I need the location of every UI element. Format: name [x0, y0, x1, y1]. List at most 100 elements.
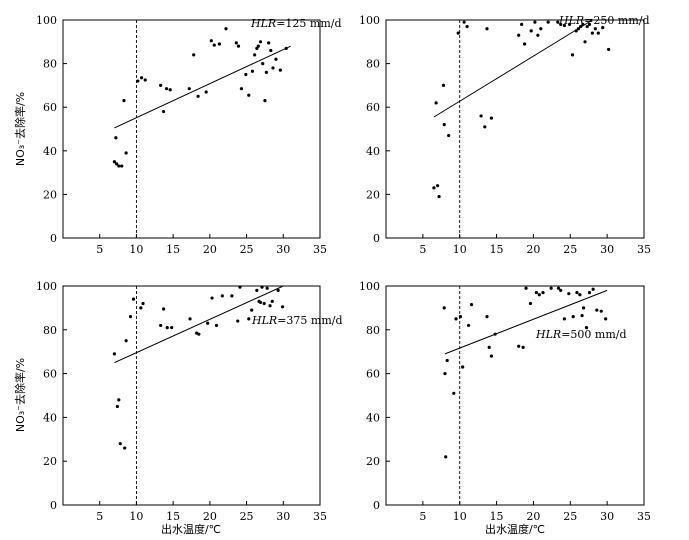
y-axis-title: NO₃⁻去除率/% [13, 358, 27, 432]
data-point [274, 57, 278, 61]
data-point [517, 344, 521, 348]
data-point [159, 83, 163, 87]
data-point [236, 319, 240, 323]
data-point [114, 136, 118, 140]
data-point [454, 317, 458, 321]
x-tick-label: 15 [166, 510, 180, 523]
data-point [567, 292, 571, 296]
x-tick-label: 10 [129, 510, 143, 523]
data-point [581, 22, 585, 26]
data-point [520, 22, 524, 26]
data-point [256, 44, 260, 48]
x-axis-title: 出水温度/℃ [485, 522, 545, 536]
data-point [537, 293, 541, 297]
data-point [206, 321, 210, 325]
data-point [539, 27, 543, 31]
y-tick-label: 80 [43, 324, 57, 337]
data-point [239, 87, 244, 91]
data-point [447, 133, 451, 138]
y-tick-label: 60 [43, 101, 57, 114]
x-tick-label: 15 [490, 243, 504, 256]
data-point [461, 365, 465, 369]
data-point [442, 306, 446, 310]
data-point [139, 306, 143, 310]
hlr-value: =500 mm/d [561, 328, 626, 341]
data-point [117, 164, 121, 168]
data-point [168, 88, 172, 92]
data-point [161, 109, 166, 114]
plot-frame [385, 285, 645, 506]
data-point [549, 286, 553, 290]
data-point [442, 123, 446, 127]
data-point [262, 301, 266, 306]
x-tick-label: 20 [203, 510, 217, 523]
data-point [247, 93, 251, 97]
y-tick-label: 40 [43, 145, 57, 158]
x-tick-label: 25 [563, 243, 577, 256]
data-point [284, 46, 288, 50]
data-point [269, 48, 273, 53]
y-tick-label: 100 [36, 280, 57, 293]
data-point [465, 24, 469, 29]
y-tick-label: 20 [366, 188, 380, 201]
hlr-annotation: HLR=375 mm/d [251, 314, 343, 327]
data-point [161, 307, 166, 311]
plot-frame [385, 19, 645, 239]
data-point [436, 184, 440, 188]
data-point [187, 87, 191, 91]
data-point [267, 41, 271, 45]
x-tick-label: 5 [96, 510, 103, 523]
chart-panel-2: 5 10 15 20 25 30 35 0 20 40 60 80 100 HLR=250 mm/d [359, 14, 651, 256]
data-point [529, 29, 533, 33]
data-point [258, 40, 263, 44]
x-axis-title: 出水温度/℃ [161, 522, 221, 536]
data-point [238, 285, 242, 289]
y-tick-label: 40 [366, 145, 380, 158]
data-point [124, 339, 128, 343]
data-point [271, 66, 275, 70]
data-point [196, 94, 200, 98]
x-tick-label: 30 [276, 243, 290, 256]
y-axis-title: NO₃⁻去除率/% [13, 92, 27, 166]
data-point [533, 20, 537, 24]
data-point [265, 286, 269, 290]
data-point [452, 391, 456, 395]
data-point [493, 332, 497, 336]
data-point [559, 288, 563, 292]
data-point [164, 87, 169, 91]
data-point [143, 78, 147, 82]
x-tick-label: 10 [453, 510, 467, 523]
data-point [596, 31, 600, 35]
data-point [487, 345, 491, 349]
data-point [136, 79, 140, 83]
x-tick-label: 15 [490, 510, 504, 523]
data-point [255, 288, 259, 292]
x-tick-label: 25 [240, 510, 254, 523]
data-point [583, 40, 587, 44]
data-point [122, 99, 126, 103]
data-point [590, 31, 595, 35]
y-tick-label: 80 [366, 58, 380, 71]
x-tick-label: 5 [96, 243, 103, 256]
data-point [263, 99, 267, 103]
data-point [458, 315, 463, 319]
data-point [278, 68, 282, 72]
data-point [591, 287, 595, 291]
trend-line [444, 289, 608, 355]
x-tick-label: 15 [166, 243, 180, 256]
data-point [247, 317, 251, 321]
data-point [236, 44, 241, 48]
hlr-label: HLR [251, 314, 277, 327]
data-point [584, 326, 589, 330]
data-point [574, 29, 578, 33]
data-point [258, 300, 263, 305]
data-point [441, 83, 446, 87]
data-point [141, 301, 145, 306]
chart-panel-3: 5 10 15 20 25 30 35 0 20 40 60 80 100 HLR=375 mm/d [36, 280, 343, 523]
x-tick-label: 35 [313, 510, 327, 523]
y-tick-label: 100 [359, 14, 380, 27]
y-tick-label: 100 [359, 280, 380, 293]
data-point [536, 33, 540, 37]
y-tick-label: 40 [43, 411, 57, 424]
data-point [593, 27, 597, 31]
